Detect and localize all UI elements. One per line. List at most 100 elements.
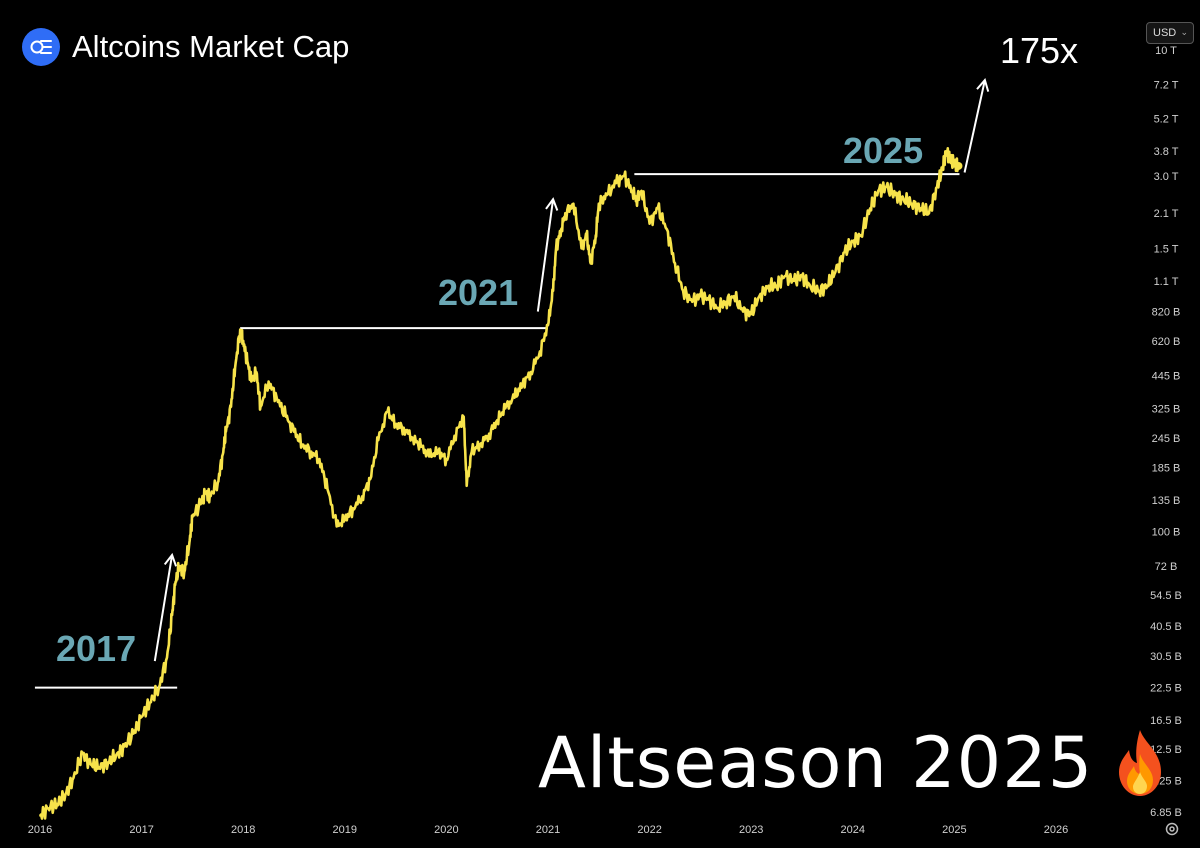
data-point xyxy=(707,298,710,301)
y-tick-label: 820 B xyxy=(1152,307,1181,319)
data-point xyxy=(39,815,41,817)
data-point xyxy=(920,207,922,210)
data-point xyxy=(275,396,278,399)
data-point xyxy=(691,301,694,303)
data-point xyxy=(199,503,202,505)
data-point xyxy=(640,190,643,192)
data-point xyxy=(242,340,244,342)
data-point xyxy=(572,202,575,205)
data-point xyxy=(496,419,499,422)
currency-selector[interactable]: USD ⌄ xyxy=(1146,22,1194,44)
y-tick-label: 22.5 B xyxy=(1150,683,1182,695)
data-point xyxy=(928,212,930,215)
data-point xyxy=(560,228,563,231)
data-point xyxy=(81,752,84,755)
data-point xyxy=(513,396,516,399)
y-tick-label: 245 B xyxy=(1152,433,1181,445)
y-tick-label: 12.5 B xyxy=(1150,744,1182,756)
x-tick-label: 2022 xyxy=(637,824,661,836)
data-point xyxy=(123,745,126,748)
data-point xyxy=(479,443,481,446)
data-point xyxy=(64,793,67,796)
data-point xyxy=(894,194,897,196)
x-tick-label: 2021 xyxy=(536,824,560,836)
data-point xyxy=(462,415,465,418)
data-point xyxy=(107,761,109,764)
y-tick-label: 185 B xyxy=(1152,462,1181,474)
x-tick-label: 2017 xyxy=(129,824,153,836)
y-axis: 6.85 B9.25 B12.5 B16.5 B22.5 B30.5 B40.5… xyxy=(1150,45,1182,819)
data-point xyxy=(428,455,430,458)
y-tick-label: 40.5 B xyxy=(1150,621,1182,633)
data-point xyxy=(910,202,913,205)
data-point xyxy=(72,776,75,779)
data-point xyxy=(225,430,227,433)
label-2021: 2021 xyxy=(438,272,519,313)
y-tick-label: 2.1 T xyxy=(1154,208,1179,220)
altcoins-logo-icon xyxy=(22,28,60,66)
data-point xyxy=(140,716,143,718)
data-point xyxy=(132,732,135,735)
data-point xyxy=(267,380,270,383)
data-point xyxy=(293,430,295,433)
data-point xyxy=(767,284,770,287)
data-point xyxy=(606,194,608,196)
currency-label: USD xyxy=(1153,27,1177,39)
data-point xyxy=(648,222,651,225)
data-point xyxy=(437,450,440,453)
data-point xyxy=(598,202,600,205)
x-tick-label: 2020 xyxy=(434,824,458,836)
y-tick-label: 135 B xyxy=(1152,495,1181,507)
data-point xyxy=(635,198,638,201)
y-tick-label: 10 T xyxy=(1155,45,1177,57)
data-point xyxy=(725,301,727,303)
data-point xyxy=(954,161,963,170)
data-point xyxy=(208,495,211,498)
data-point xyxy=(158,686,160,689)
data-point xyxy=(885,186,888,188)
x-tick-label: 2024 xyxy=(841,824,865,836)
data-point xyxy=(239,328,241,331)
data-point xyxy=(445,458,448,460)
data-point xyxy=(834,270,837,273)
headline: Altseason 2025 xyxy=(538,722,1169,804)
data-point xyxy=(166,656,168,659)
data-point xyxy=(188,541,191,544)
data-point xyxy=(699,295,702,297)
data-point xyxy=(47,807,49,810)
data-point xyxy=(222,453,224,455)
y-tick-label: 6.85 B xyxy=(1150,807,1182,819)
data-point xyxy=(953,162,956,164)
label-2017: 2017 xyxy=(56,628,137,669)
y-tick-label: 16.5 B xyxy=(1150,715,1182,727)
data-point xyxy=(412,437,414,439)
data-point xyxy=(504,407,507,410)
data-point xyxy=(420,446,422,448)
data-point xyxy=(217,481,219,484)
data-point xyxy=(230,405,232,408)
data-point xyxy=(949,158,952,161)
x-tick-label: 2026 xyxy=(1044,824,1068,836)
x-tick-label: 2018 xyxy=(231,824,255,836)
data-point xyxy=(852,240,854,243)
gear-icon[interactable] xyxy=(1163,820,1181,838)
y-tick-label: 3.8 T xyxy=(1154,146,1179,158)
y-tick-label: 325 B xyxy=(1152,403,1181,415)
headline-text: Altseason 2025 xyxy=(538,722,1094,804)
data-point xyxy=(809,284,811,287)
data-point xyxy=(615,182,617,184)
breakout-arrow xyxy=(153,552,178,662)
label-2025: 2025 xyxy=(843,130,924,171)
data-point xyxy=(234,366,236,369)
data-point xyxy=(594,234,597,237)
fire-emoji-icon xyxy=(1119,730,1162,796)
annotation-lines xyxy=(34,78,990,689)
data-point xyxy=(775,284,778,287)
data-point xyxy=(178,565,180,567)
data-point xyxy=(204,491,207,494)
data-point xyxy=(453,434,456,437)
multiplier-label: 175x xyxy=(1000,30,1079,71)
series-group xyxy=(38,147,963,820)
data-point xyxy=(377,439,380,441)
x-tick-label: 2023 xyxy=(739,824,763,836)
